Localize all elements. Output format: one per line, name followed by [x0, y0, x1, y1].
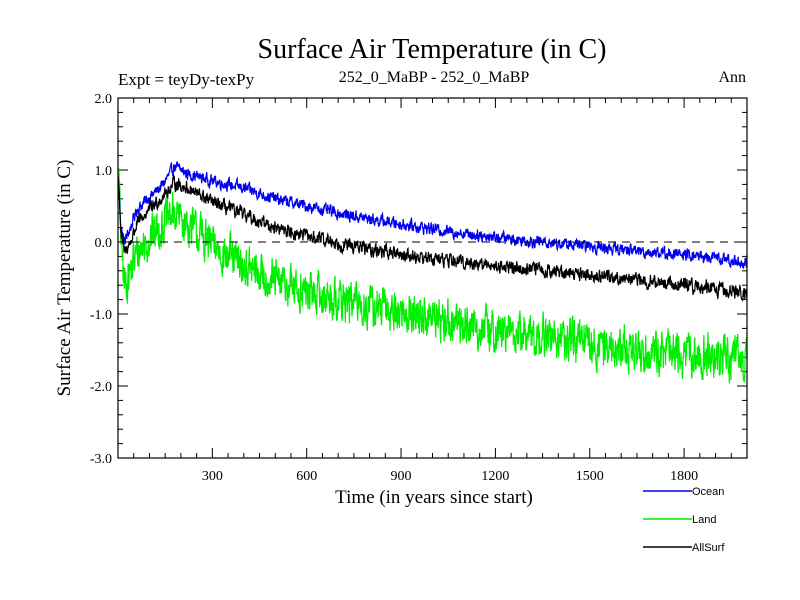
legend: Ocean Land AllSurf: [643, 486, 725, 554]
legend-label-land: Land: [692, 514, 716, 526]
legend-label-ocean: Ocean: [692, 486, 724, 498]
x-tick-label: 1500: [576, 469, 604, 484]
run-label: 252_0_MaBP - 252_0_MaBP: [339, 69, 530, 86]
axis-ticks: 300 600 900 1200 1500 1800 -3.0 -2.0 -1.0 0.0 1.0 2…: [90, 92, 747, 484]
x-tick-label: 300: [202, 469, 223, 484]
y-tick-label: -3.0: [90, 452, 112, 467]
y-tick-label: -1.0: [90, 308, 112, 323]
y-tick-label: 1.0: [95, 164, 113, 179]
series-layer: [117, 161, 748, 384]
x-tick-label: 1800: [670, 469, 698, 484]
chart-title: Surface Air Temperature (in C): [258, 34, 607, 65]
y-tick-label: -2.0: [90, 380, 112, 395]
season-label: Ann: [718, 69, 746, 86]
legend-label-allsurf: AllSurf: [692, 542, 725, 554]
y-tick-label: 0.0: [95, 236, 113, 251]
x-tick-label: 600: [296, 469, 317, 484]
x-axis-label: Time (in years since start): [335, 487, 533, 508]
y-axis-label: Surface Air Temperature (in C): [54, 160, 75, 397]
y-tick-label: 2.0: [95, 92, 113, 107]
series-line-allsurf: [117, 174, 748, 302]
experiment-label: Expt = teyDy-texPy: [118, 70, 255, 89]
series-line-land: [117, 167, 748, 384]
plot-frame: [117, 97, 748, 459]
x-tick-label: 1200: [481, 469, 509, 484]
series-line-ocean: [117, 161, 748, 269]
x-tick-label: 900: [391, 469, 412, 484]
